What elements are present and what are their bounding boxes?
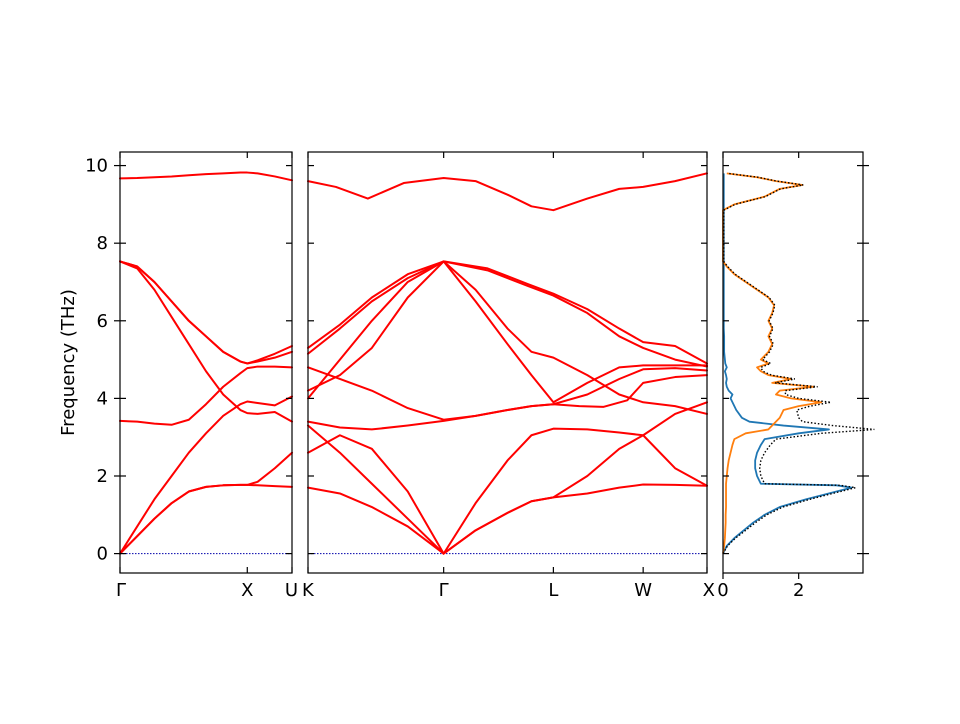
panel-gamma-x-u: Γ X U 0 2 4 6 8 10: [85, 151, 298, 601]
band-line-10: [307, 486, 445, 555]
x-tick-label: Γ: [116, 580, 126, 601]
band-line-1: [119, 171, 293, 182]
y-tick-label: 10: [85, 156, 108, 177]
band-line-8: [307, 434, 445, 555]
x-tick-label: X: [703, 580, 715, 601]
band-line-2: [119, 260, 293, 365]
x-tick-label: W: [634, 580, 652, 601]
dos-partial-line-1: [722, 173, 853, 554]
band-line-6: [119, 395, 293, 555]
x-tick-label: Γ: [439, 580, 449, 601]
panel-frame: [119, 151, 293, 574]
band-line-5: [119, 365, 293, 426]
y-tick-label: 0: [97, 544, 108, 565]
y-tick-label: 2: [97, 466, 108, 487]
band-line-4: [307, 260, 708, 415]
x-tick-label: L: [548, 580, 558, 601]
band-line-5: [307, 260, 708, 404]
x-tick-label: U: [285, 580, 298, 601]
band-line-8: [119, 483, 293, 555]
band-line-6: [307, 366, 708, 421]
dos-x-tick-label: 2: [793, 580, 804, 601]
x-tick-label: K: [302, 580, 315, 601]
y-tick-label: 4: [97, 388, 108, 409]
dos-total-line: [722, 172, 875, 554]
y-tick-label: 6: [97, 311, 108, 332]
band-line-2: [307, 260, 708, 365]
band-line-9: [307, 424, 445, 555]
band-line-7: [119, 451, 293, 555]
y-tick-label: 8: [97, 233, 108, 254]
dos-partial-line-2: [722, 172, 823, 554]
panel-frame: [307, 151, 708, 574]
x-tick-label: X: [241, 580, 253, 601]
band-line-7: [307, 374, 708, 431]
dos-x-tick-label: 0: [717, 580, 728, 601]
band-line-1: [307, 172, 708, 212]
panel-frame: [722, 151, 864, 574]
band-line-4: [119, 260, 293, 423]
band-line-3: [307, 260, 708, 368]
band-line-3: [119, 260, 293, 365]
y-axis-label: Frequency (THz): [58, 289, 79, 436]
band-line-13: [442, 483, 708, 555]
band-line-11: [442, 401, 708, 555]
